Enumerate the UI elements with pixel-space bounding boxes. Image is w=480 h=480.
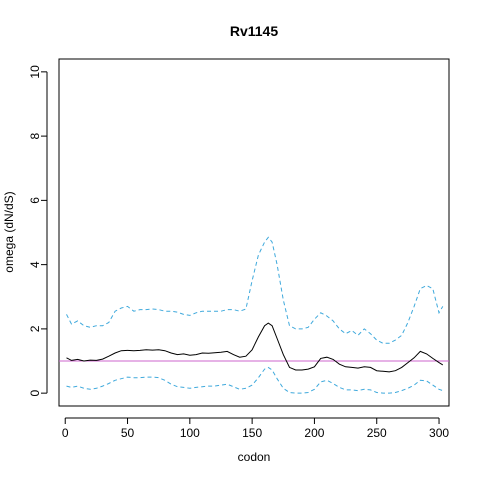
x-tick-label: 150 [242, 426, 262, 440]
x-tick-label: 250 [367, 426, 387, 440]
x-tick-label: 50 [121, 426, 135, 440]
series-line-upper-bound [66, 236, 444, 344]
chart-title: Rv1145 [230, 23, 278, 39]
x-axis-label: codon [238, 450, 271, 464]
y-tick-label: 6 [28, 197, 42, 204]
x-tick-label: 200 [304, 426, 324, 440]
x-tick-label: 100 [180, 426, 200, 440]
series-line-lower-bound [66, 366, 443, 394]
y-tick-label: 8 [28, 132, 42, 139]
axes: 0 50 100 150 200 250 300 0 2 4 6 8 10 [28, 65, 449, 440]
series-line-estimate [66, 322, 444, 373]
y-tick-label: 10 [28, 65, 42, 79]
plot-frame [58, 58, 450, 407]
x-tick-label: 300 [429, 426, 449, 440]
y-tick-label: 0 [28, 389, 42, 396]
plot-area [59, 236, 449, 394]
x-tick-label: 0 [62, 426, 69, 440]
y-tick-label: 2 [28, 325, 42, 332]
y-tick-label: 4 [28, 261, 42, 268]
y-axis-label: omega (dN/dS) [2, 191, 16, 272]
